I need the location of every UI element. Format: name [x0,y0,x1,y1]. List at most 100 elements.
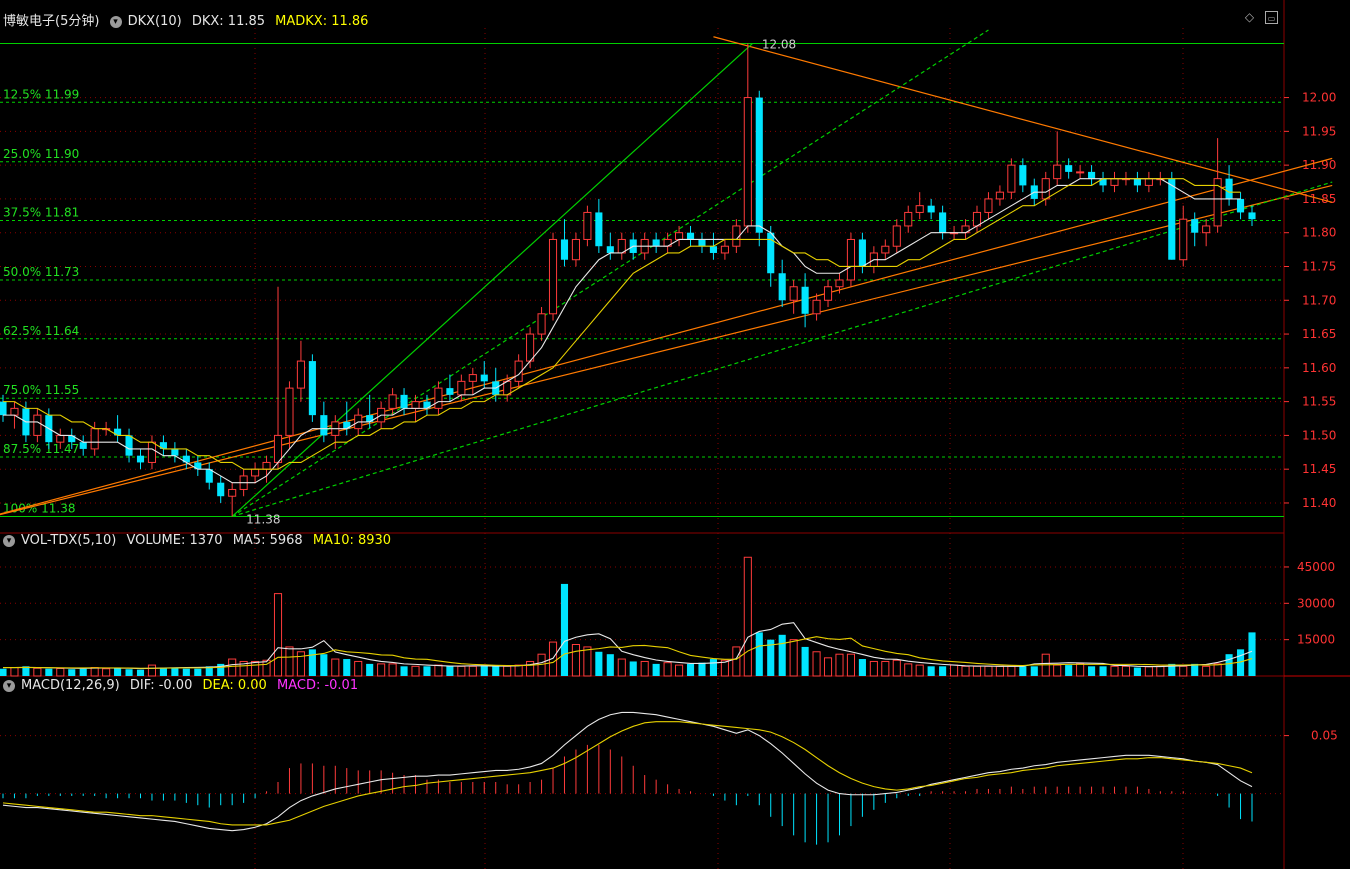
candle-body [285,387,294,436]
volume-bar [1179,665,1188,677]
candle-body [984,198,993,213]
candle-body [56,434,65,443]
volume-bar [698,662,706,676]
volume-bar [835,653,844,677]
trend-line-support [0,184,1333,516]
volume-bar [939,666,947,676]
high-price-label: 12.08 [762,38,796,52]
volume-bar [1191,663,1199,676]
volume-bar [1121,665,1131,677]
window-icon[interactable]: ▭ [1265,11,1278,24]
volume-bar [1156,665,1165,677]
volume-bar [217,663,225,676]
volume-bar [171,667,179,676]
volume-bar [239,660,248,677]
volume-bar [927,666,935,676]
price-axis-label: 11.80 [1302,226,1336,240]
volume-bar [595,651,603,676]
volume-bar [331,658,340,677]
volume-bar [548,641,558,677]
vol-ma10-line [3,636,1253,669]
volume-bar [136,669,145,676]
volume-bar [503,665,512,677]
candle-body [468,374,477,382]
price-axis-label: 11.90 [1302,158,1336,172]
candle-body [698,239,706,247]
price-axis-label: 11.45 [1302,462,1336,476]
volume-bar [205,666,213,676]
price-axis-label: 11.95 [1302,124,1336,138]
volume-bar [1088,666,1096,676]
volume-bar [354,660,363,677]
madkx-line [3,178,1241,470]
candle-body [812,299,821,315]
vol-axis-label: 15000 [1297,633,1335,647]
volume-bar [320,654,328,676]
candle-body [388,394,397,409]
volume-bar [33,667,42,677]
candle-body [858,239,866,267]
volume-bar [182,668,190,676]
gann-fan-line [231,29,989,517]
volume-bar [984,665,993,677]
candle-body [1088,171,1096,179]
volume-bar [1225,654,1233,676]
candle-body [205,469,213,483]
candle-body [159,442,167,449]
volume-bar [526,660,535,677]
candle-body [33,414,42,436]
price-axis-label: 11.65 [1302,327,1336,341]
candle-body [1007,164,1016,193]
candle-body [537,313,546,335]
volume-bar [709,659,717,676]
dkx-value: DKX: 11.85 [191,14,266,29]
volume-bar [1168,663,1176,676]
volume-bar [228,658,237,677]
candle-body [296,360,305,389]
dif-value: DIF: -0.00 [129,678,193,693]
volume-value: VOLUME: 1370 [126,533,223,548]
low-price-label: 11.38 [246,512,280,526]
circle-chevron-icon[interactable]: ▾ [109,15,122,28]
candle-body [434,387,443,409]
macd-panel-header: ▾ MACD(12,26,9) DIF: -0.00 DEA: 0.00 MACD… [3,678,364,693]
volume-bar [114,668,122,676]
circle-chevron-icon[interactable]: ▾ [3,534,15,547]
candle-body [1076,171,1085,174]
volume-bar [904,663,913,677]
candle-body [755,97,763,233]
candle-body [136,455,145,463]
candle-body [114,428,122,436]
candle-body [1144,178,1153,186]
price-panel-header: 博敏电子(5分钟) ▾ DKX(10) DKX: 11.85 MADKX: 11.… [3,10,374,29]
candle-body [273,434,283,463]
candle-body [526,333,535,362]
candle-body [939,212,947,233]
diamond-icon[interactable]: ◇ [1244,10,1255,24]
candle-body [308,361,316,416]
candle-body [251,468,260,477]
price-axis-label: 11.55 [1302,395,1336,409]
candle-body [125,435,133,456]
candle-body [1019,165,1027,186]
gann-fan-line [231,43,753,517]
volume-bar [961,665,970,677]
volume-bar [90,667,99,677]
candle-body [801,286,809,314]
trend-line-support [0,157,1333,515]
candle-body [709,246,717,253]
macd-axis-label: 0.05 [1311,729,1338,743]
candle-body [846,238,855,281]
circle-chevron-icon[interactable]: ▾ [3,679,15,692]
candle-body [1213,178,1222,227]
candle-body [90,428,99,450]
macd-value: MACD: -0.01 [276,678,359,693]
dea-line [2,721,1253,826]
volume-bar [801,646,809,676]
price-axis-label: 11.40 [1302,496,1336,510]
candle-body [823,286,833,301]
candle-body [915,205,924,213]
volume-bar [560,583,569,676]
candle-body [995,191,1004,200]
